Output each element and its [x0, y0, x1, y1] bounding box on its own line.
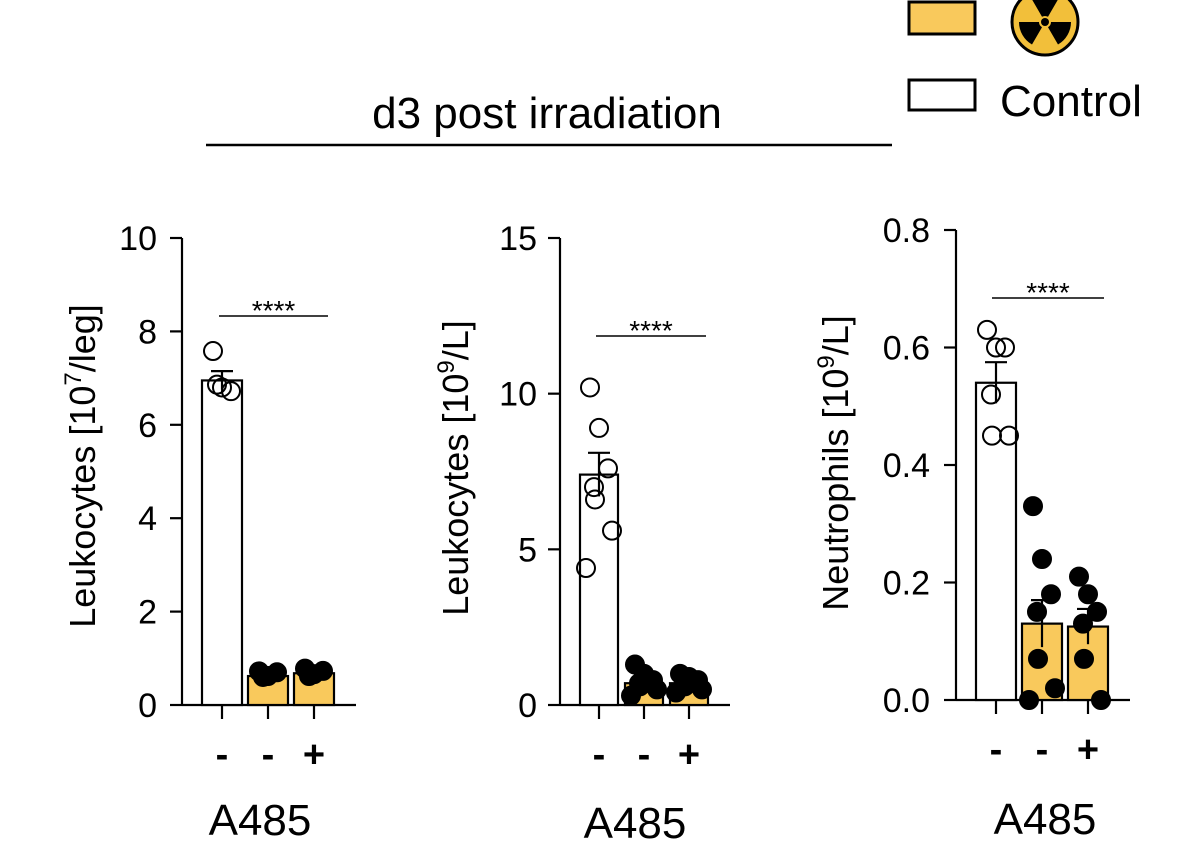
significance-label: **** — [252, 295, 296, 326]
x-category-label: + — [303, 734, 325, 776]
x-category-label: - — [216, 734, 229, 776]
data-point — [602, 520, 622, 541]
y-tick-label: 10 — [499, 376, 537, 414]
y-tick-label: 6 — [138, 407, 157, 445]
y-tick-label: 0.0 — [883, 682, 930, 720]
y-tick-label: 2 — [138, 594, 157, 632]
data-point — [995, 337, 1015, 358]
x-axis-label: A485 — [584, 799, 687, 847]
radiation-blade — [1048, 22, 1071, 45]
legend: Control — [907, 0, 1142, 126]
legend-swatch-control — [907, 78, 977, 112]
data-point — [1032, 549, 1052, 569]
data-point — [207, 374, 227, 395]
data-point — [977, 319, 997, 340]
x-axis-label: A485 — [994, 795, 1097, 844]
data-point — [203, 341, 223, 362]
legend-swatch-irradiated — [907, 0, 977, 36]
x-category-label: - — [593, 734, 606, 776]
x-category-label: - — [1036, 729, 1049, 771]
y-tick-label: 0.6 — [883, 330, 930, 368]
x-category-label: - — [990, 729, 1003, 771]
data-point — [1078, 584, 1098, 605]
data-point — [621, 685, 641, 706]
x-category-label: - — [262, 734, 275, 776]
data-point — [982, 425, 1002, 446]
x-category-label: + — [1077, 729, 1099, 771]
data-point — [589, 417, 609, 438]
data-point — [647, 679, 667, 700]
data-point — [299, 666, 319, 687]
data-point — [253, 666, 273, 687]
x-category-label: - — [638, 734, 651, 776]
legend-label-control: Control — [1000, 77, 1142, 126]
y-tick-label: 0 — [518, 687, 537, 725]
data-point — [1041, 584, 1061, 605]
data-point — [576, 558, 596, 579]
y-axis-label: Leukocytes [107/leg] — [60, 304, 103, 628]
radiation-blade — [1032, 0, 1058, 17]
bar — [200, 379, 244, 707]
data-point — [598, 458, 618, 479]
y-tick-label: 0.8 — [883, 212, 930, 250]
y-tick-label: 0 — [138, 687, 157, 725]
radiation-icon — [1010, 0, 1080, 57]
y-tick-label: 10 — [119, 220, 157, 258]
data-point — [692, 679, 712, 700]
y-axis-label: Leukocytes [109/L] — [433, 320, 476, 616]
radiation-blade — [1019, 22, 1042, 45]
data-point — [986, 337, 1006, 358]
y-tick-label: 0.4 — [883, 447, 930, 485]
data-point — [1045, 678, 1065, 699]
data-point — [1074, 648, 1094, 669]
y-axis-label: Neutrophils [109/L] — [813, 315, 856, 611]
y-tick-label: 4 — [138, 500, 157, 538]
data-point — [585, 489, 605, 510]
data-point — [1027, 601, 1047, 622]
x-category-label: + — [678, 734, 700, 776]
data-point — [1091, 690, 1111, 710]
y-tick-label: 5 — [518, 531, 537, 569]
data-point — [1023, 496, 1043, 517]
radiation-center — [1041, 18, 1049, 26]
significance-label: **** — [1026, 277, 1070, 308]
figure-title: d3 post irradiation — [372, 89, 722, 138]
y-tick-label: 8 — [138, 313, 157, 351]
y-tick-label: 15 — [499, 220, 537, 258]
data-point — [1073, 613, 1093, 634]
data-point — [999, 425, 1019, 446]
significance-label: **** — [629, 315, 673, 346]
data-point — [584, 477, 604, 498]
data-point — [580, 377, 600, 398]
data-point — [666, 682, 686, 703]
x-axis-label: A485 — [209, 796, 312, 845]
data-point — [1069, 566, 1089, 587]
y-tick-label: 0.2 — [883, 565, 930, 603]
data-point — [1028, 648, 1048, 669]
data-point — [981, 384, 1001, 405]
bar — [578, 473, 620, 707]
data-point — [1019, 690, 1039, 710]
